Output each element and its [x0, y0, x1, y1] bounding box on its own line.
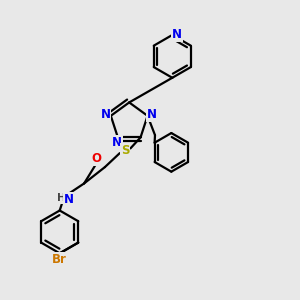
Text: N: N — [64, 193, 74, 206]
Text: N: N — [172, 28, 182, 40]
Text: N: N — [100, 108, 110, 121]
Text: S: S — [121, 144, 129, 157]
Text: N: N — [147, 108, 157, 121]
Text: O: O — [92, 152, 102, 165]
Text: Br: Br — [52, 253, 67, 266]
Text: N: N — [112, 136, 122, 148]
Text: H: H — [57, 193, 66, 203]
